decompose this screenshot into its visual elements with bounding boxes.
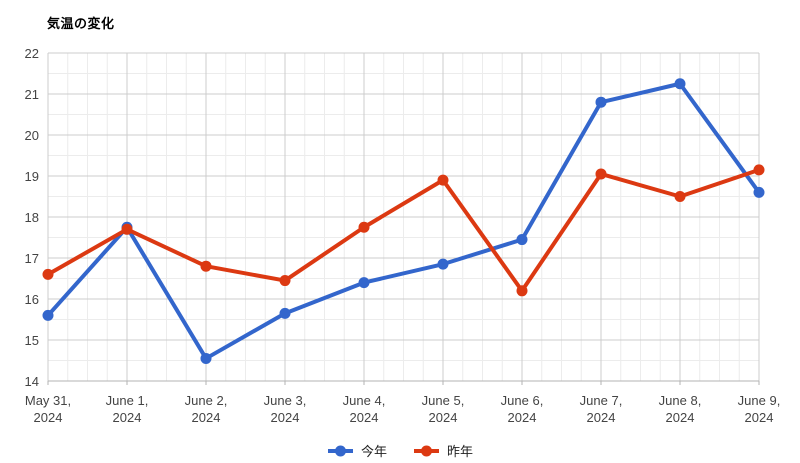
x-axis-tick-label: June 6, [501, 393, 544, 408]
x-axis-tick-label: June 4, [343, 393, 386, 408]
series-line-0 [46, 81, 761, 361]
data-point-0-9[interactable] [753, 186, 765, 198]
y-axis-tick-label: 14 [25, 374, 39, 389]
x-axis-tick-label: 2024 [429, 410, 458, 425]
data-point-0-2[interactable] [200, 352, 212, 364]
data-point-0-6[interactable] [516, 234, 528, 246]
legend-line-marker-icon [414, 445, 439, 456]
x-axis-tick-label: 2024 [666, 410, 695, 425]
x-axis-tick-label: May 31, [25, 393, 71, 408]
x-axis-tick-label: June 8, [659, 393, 702, 408]
data-point-1-4[interactable] [358, 221, 370, 233]
data-point-0-7[interactable] [595, 96, 607, 108]
y-axis-tick-label: 17 [25, 251, 39, 266]
y-axis-tick-label: 19 [25, 169, 39, 184]
legend-item-this-year[interactable]: 今年 [327, 441, 387, 460]
y-axis-tick-label: 18 [25, 210, 39, 225]
x-axis-tick-label: 2024 [508, 410, 537, 425]
data-point-0-0[interactable] [42, 309, 54, 321]
legend-line-marker-icon [327, 445, 353, 456]
data-point-0-8[interactable] [674, 78, 686, 90]
x-axis-tick-label: June 9, [738, 393, 781, 408]
data-point-1-5[interactable] [437, 174, 449, 186]
x-axis-tick-label: 2024 [587, 410, 616, 425]
data-point-0-4[interactable] [358, 277, 370, 289]
legend: 今年 昨年 [0, 441, 800, 460]
data-point-1-1[interactable] [121, 223, 133, 235]
chart-title: 気温の変化 [47, 16, 115, 31]
x-axis-tick-label: 2024 [34, 410, 63, 425]
legend-item-label: 今年 [360, 444, 387, 459]
data-point-1-0[interactable] [42, 268, 54, 280]
data-point-1-6[interactable] [516, 285, 528, 297]
line-chart-plot: 14 15 16 17 18 19 20 21 22 May 31, 2024 June 1, 2024… [25, 46, 781, 425]
y-axis-tick-label: 16 [25, 292, 39, 307]
legend-item-last-year[interactable]: 昨年 [413, 441, 473, 460]
series-line-1 [46, 167, 761, 293]
legend-item-label: 昨年 [447, 444, 474, 459]
x-axis-tick-label: 2024 [113, 410, 142, 425]
x-axis-tick-label: June 1, [106, 393, 149, 408]
x-axis-tick-label: June 7, [580, 393, 623, 408]
x-axis-tick-label: June 3, [264, 393, 307, 408]
data-point-1-2[interactable] [200, 260, 212, 272]
x-axis-tick-label: 2024 [192, 410, 221, 425]
x-axis-tick-label: June 5, [422, 393, 465, 408]
data-point-1-8[interactable] [674, 191, 686, 202]
data-point-0-3[interactable] [279, 307, 291, 319]
x-axis-tick-label: June 2, [185, 393, 228, 408]
data-point-1-3[interactable] [279, 275, 291, 287]
x-axis-tick-label: 2024 [350, 410, 379, 425]
y-axis-tick-label: 21 [25, 87, 39, 102]
x-axis-tick-label: 2024 [271, 410, 300, 425]
x-axis-tick-label: 2024 [745, 410, 774, 425]
data-point-1-9[interactable] [753, 164, 765, 176]
y-axis-tick-label: 22 [25, 46, 39, 61]
y-axis-tick-label: 15 [25, 333, 39, 348]
y-axis-tick-label: 20 [25, 128, 39, 143]
data-point-0-5[interactable] [437, 258, 449, 270]
data-point-1-7[interactable] [595, 168, 607, 180]
